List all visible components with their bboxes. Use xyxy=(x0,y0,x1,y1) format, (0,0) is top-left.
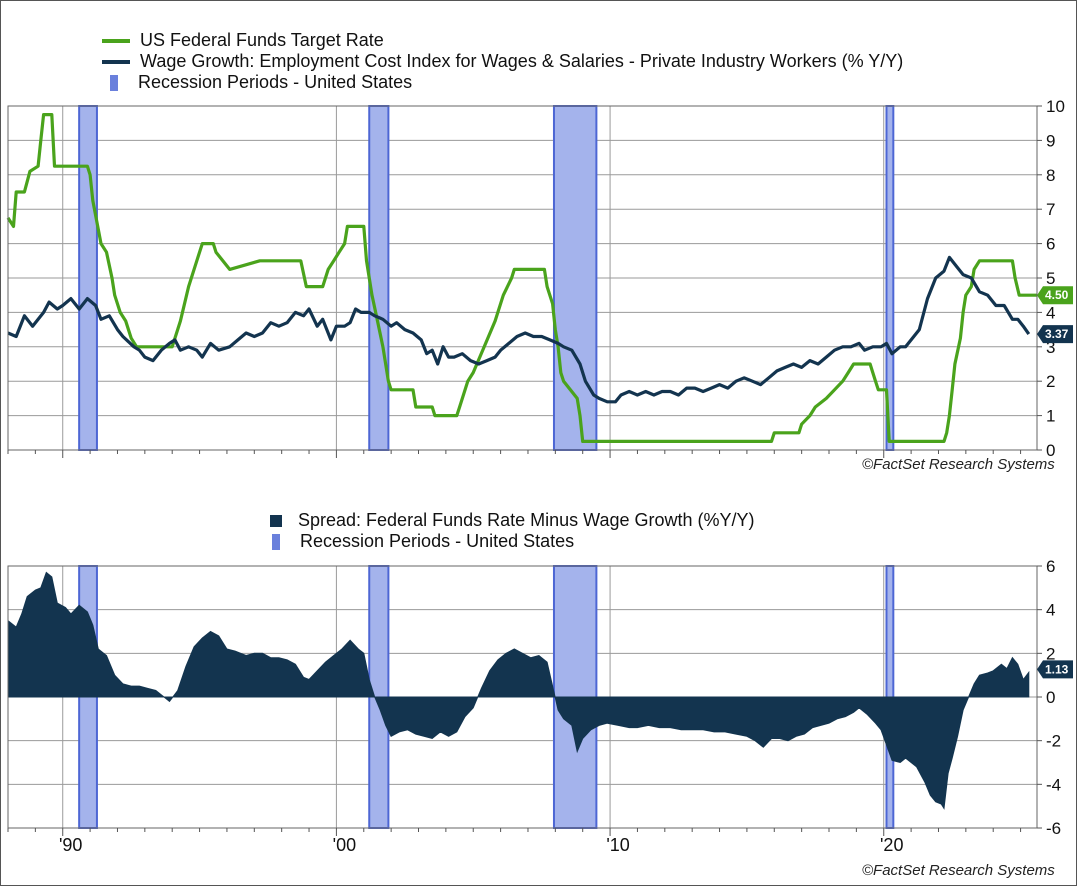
recession-swatch-bottom xyxy=(272,533,280,550)
last-value-tag xyxy=(1037,325,1073,344)
last-value-tag xyxy=(1037,286,1073,305)
legend-item-fed-funds: US Federal Funds Target Rate xyxy=(102,30,903,51)
legend-label-wage: Wage Growth: Employment Cost Index for W… xyxy=(140,51,904,71)
legend-item-recession: Recession Periods - United States xyxy=(102,72,903,93)
x-tick-label: '20 xyxy=(880,835,903,855)
wage-swatch xyxy=(102,59,130,64)
fed-funds-swatch xyxy=(102,38,130,43)
recession-band xyxy=(368,105,390,451)
y-tick-label: 8 xyxy=(1046,166,1055,185)
panel-top: 0 1 2 3 4 5 6 7 8 9 10 4.50 3.37 xyxy=(6,97,1073,460)
legend-label-spread: Spread: Federal Funds Rate Minus Wage Gr… xyxy=(298,510,755,530)
y-tick-label: 4 xyxy=(1046,601,1055,620)
x-tick-label: '90 xyxy=(59,835,82,855)
y-tick-label: 4 xyxy=(1046,303,1055,322)
panel-bottom: -6 -4 -2 0 2 4 6 1.13 '90 '00 '10 '20 xyxy=(7,557,1073,855)
recession-band xyxy=(78,105,98,451)
legend-label-fed-funds: US Federal Funds Target Rate xyxy=(140,30,384,50)
wage-growth-line xyxy=(7,255,1031,404)
y-tick-label: -2 xyxy=(1046,732,1061,751)
y-tick-label: 10 xyxy=(1046,97,1065,116)
y-tick-label: 0 xyxy=(1046,688,1055,707)
last-value-tag xyxy=(1037,660,1073,679)
y-tick-label: 7 xyxy=(1046,200,1055,219)
top-legend: US Federal Funds Target Rate Wage Growth… xyxy=(102,30,903,93)
last-value-label: 4.50 xyxy=(1045,288,1069,302)
y-tick-label: 5 xyxy=(1046,269,1055,288)
y-tick-label: 6 xyxy=(1046,235,1055,254)
y-tick-label: 2 xyxy=(1046,372,1055,391)
x-tick-label: '00 xyxy=(333,835,356,855)
bottom-legend: Spread: Federal Funds Rate Minus Wage Gr… xyxy=(262,510,755,552)
y-tick-label: 9 xyxy=(1046,131,1055,150)
spread-swatch xyxy=(270,514,282,527)
legend-item-recession-bottom: Recession Periods - United States xyxy=(262,531,755,552)
y-tick-label: 1 xyxy=(1046,407,1055,426)
y-tick-label: 2 xyxy=(1046,644,1055,663)
y-tick-label: -4 xyxy=(1046,775,1061,794)
y-tick-label: 0 xyxy=(1046,441,1055,460)
last-value-label: 1.13 xyxy=(1045,662,1069,676)
last-value-label: 3.37 xyxy=(1045,327,1069,341)
y-tick-label: 3 xyxy=(1046,338,1055,357)
y-tick-label: 6 xyxy=(1046,557,1055,576)
recession-swatch xyxy=(110,74,118,91)
credit-top: ©FactSet Research Systems xyxy=(862,456,1055,473)
legend-label-recession: Recession Periods - United States xyxy=(138,72,413,92)
spread-area xyxy=(7,571,1030,810)
legend-item-spread: Spread: Federal Funds Rate Minus Wage Gr… xyxy=(262,510,755,531)
legend-item-wage: Wage Growth: Employment Cost Index for W… xyxy=(102,51,903,72)
legend-label-recession-bottom: Recession Periods - United States xyxy=(300,531,575,551)
credit-bottom: ©FactSet Research Systems xyxy=(862,862,1055,879)
x-tick-label: '10 xyxy=(606,835,629,855)
y-tick-label: -6 xyxy=(1046,819,1061,838)
fed-funds-line xyxy=(6,113,1037,443)
